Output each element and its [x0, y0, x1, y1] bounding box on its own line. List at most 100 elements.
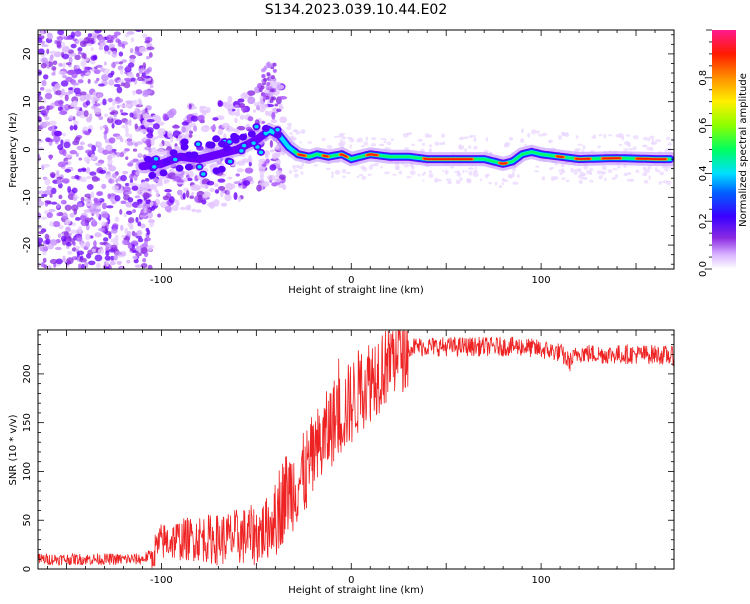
noise-blob: [463, 170, 465, 174]
noise-blob: [112, 173, 117, 179]
noise-blob: [145, 108, 148, 113]
noise-blob: [202, 193, 208, 198]
noise-blob: [259, 88, 263, 92]
noise-blob: [649, 136, 654, 139]
noise-blob: [125, 104, 130, 108]
noise-blob: [274, 103, 278, 106]
noise-blob: [278, 96, 287, 100]
noise-blob: [212, 117, 218, 121]
noise-blob: [96, 78, 99, 81]
noise-blob: [136, 89, 143, 94]
noise-blob: [411, 144, 415, 146]
ridge-peak: [324, 156, 328, 157]
noise-blob: [112, 100, 115, 107]
noise-blob: [410, 170, 416, 175]
noise-blob: [61, 236, 67, 242]
noise-blob: [135, 108, 140, 114]
noise-blob: [73, 38, 77, 41]
noise-blob: [425, 133, 429, 138]
noise-blob: [616, 134, 621, 137]
noise-blob: [384, 172, 390, 175]
noise-blob: [41, 217, 47, 220]
noise-blob: [603, 134, 606, 138]
noise-blob: [380, 138, 386, 140]
noise-blob: [98, 249, 104, 255]
noise-blob: [133, 149, 137, 152]
noise-blob: [361, 176, 366, 180]
noise-blob: [88, 261, 95, 266]
noise-blob: [121, 125, 128, 128]
noise-blob: [94, 232, 102, 237]
noise-blob: [91, 154, 96, 160]
noise-blob: [379, 144, 385, 146]
noise-blob: [98, 116, 103, 120]
noise-blob: [266, 72, 270, 76]
noise-blob: [119, 61, 123, 64]
noise-blob: [115, 235, 119, 241]
noise-blob: [156, 135, 164, 138]
noise-blob: [627, 142, 631, 147]
noise-blob: [80, 141, 85, 145]
noise-blob: [149, 222, 154, 227]
noise-blob: [191, 209, 196, 212]
noise-blob: [189, 134, 193, 138]
noise-blob: [224, 103, 231, 109]
noise-blob: [274, 178, 282, 182]
noise-blob: [383, 141, 386, 143]
noise-blob: [105, 266, 109, 270]
noise-blob: [43, 121, 50, 126]
noise-blob: [218, 101, 223, 107]
noise-blob: [141, 263, 148, 268]
noise-blob: [139, 65, 143, 68]
noise-blob: [662, 180, 668, 183]
noise-blob: [172, 125, 180, 128]
noise-blob: [486, 137, 488, 142]
noise-blob: [80, 177, 87, 183]
noise-blob: [615, 174, 618, 177]
noise-blob: [207, 181, 214, 186]
spectrogram-y-label: Frequency (Hz): [8, 112, 19, 188]
noise-blob: [103, 237, 108, 241]
ridge-blob-core: [197, 165, 201, 169]
y-tick-label: -20: [22, 237, 33, 253]
noise-blob: [66, 242, 72, 246]
noise-blob: [120, 138, 123, 142]
noise-blob: [237, 168, 244, 172]
noise-blob: [58, 63, 62, 67]
noise-blob: [139, 47, 146, 53]
colorbar-ticks: 0.00.20.40.60.8: [698, 30, 712, 277]
y-tick-label: 200: [22, 364, 33, 383]
noise-blob: [266, 96, 270, 100]
noise-blob: [644, 169, 650, 173]
noise-blob: [441, 134, 445, 138]
noise-blob: [41, 44, 48, 47]
noise-blob: [136, 73, 140, 78]
noise-blob: [112, 201, 116, 205]
noise-blob: [53, 135, 60, 142]
noise-blob: [157, 128, 165, 136]
noise-blob: [70, 229, 78, 233]
noise-blob: [81, 52, 85, 58]
snr-plot-area: [38, 330, 674, 569]
noise-blob: [88, 79, 91, 84]
noise-blob: [583, 145, 586, 150]
noise-blob: [520, 138, 524, 143]
noise-blob: [181, 126, 186, 133]
noise-blob: [45, 93, 52, 100]
noise-blob: [77, 251, 84, 256]
ridge-blob: [148, 172, 156, 179]
noise-blob: [62, 178, 70, 184]
noise-blob: [555, 163, 559, 165]
noise-blob: [369, 165, 373, 170]
noise-blob: [267, 64, 271, 68]
noise-blob: [117, 98, 124, 103]
noise-blob: [92, 219, 96, 224]
noise-blob: [94, 28, 102, 33]
y-tick-label: 50: [22, 514, 33, 527]
noise-blob: [36, 263, 40, 267]
figure-title: S134.2023.039.10.44.E02: [265, 2, 448, 18]
noise-blob: [566, 180, 570, 182]
noise-blob: [321, 138, 325, 141]
noise-blob: [395, 166, 400, 170]
noise-blob: [576, 135, 579, 139]
